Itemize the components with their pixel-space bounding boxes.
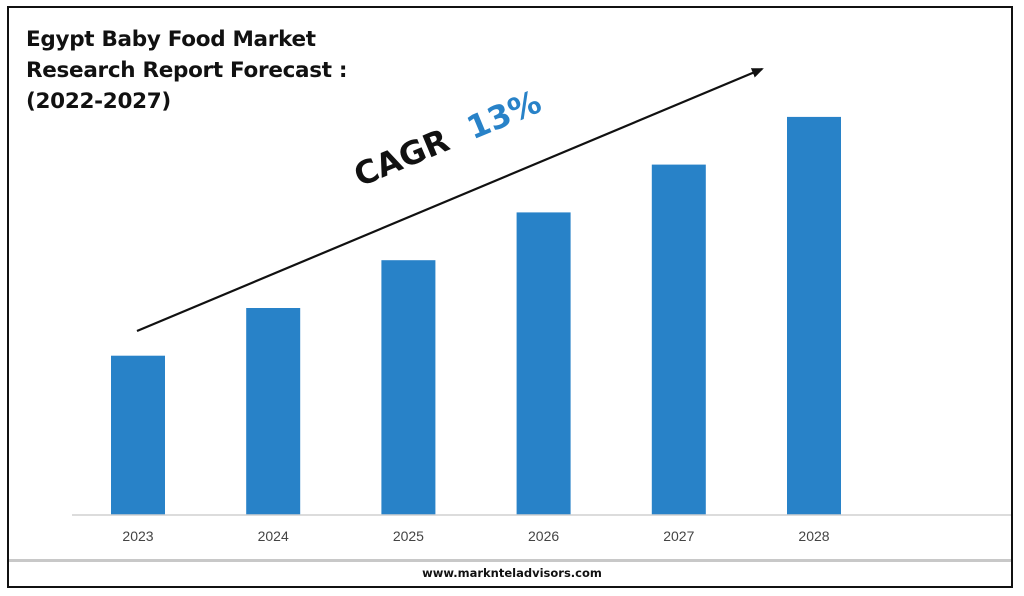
chart-frame xyxy=(7,6,1013,588)
footer-url: www.marknteladvisors.com xyxy=(422,566,602,580)
bar-2026 xyxy=(516,212,571,515)
x-tick-2024: 2024 xyxy=(258,528,289,544)
bar-2025 xyxy=(381,260,436,515)
x-tick-labels: 2023 2024 2025 2026 2027 2028 xyxy=(122,528,829,544)
x-tick-2025: 2025 xyxy=(393,528,424,544)
x-tick-2027: 2027 xyxy=(663,528,694,544)
cagr-value: 13% xyxy=(461,83,546,148)
title-line-3: (2022-2027) xyxy=(26,89,171,114)
bar-2024 xyxy=(246,308,301,515)
bar-2027 xyxy=(651,164,706,515)
footer-divider xyxy=(9,559,1011,562)
bars-group xyxy=(111,116,841,516)
x-tick-2028: 2028 xyxy=(798,528,829,544)
x-tick-2026: 2026 xyxy=(528,528,559,544)
bar-2023 xyxy=(111,355,165,515)
x-tick-2023: 2023 xyxy=(122,528,153,544)
cagr-trend-arrow xyxy=(136,67,764,333)
bar-2028 xyxy=(787,116,841,516)
title-line-1: Egypt Baby Food Market xyxy=(26,27,316,52)
chart-title: Egypt Baby Food Market Research Report F… xyxy=(26,24,366,117)
cagr-annotation: CAGR 13% xyxy=(348,83,546,195)
title-line-2: Research Report Forecast : xyxy=(26,58,348,83)
cagr-label: CAGR xyxy=(348,121,454,194)
